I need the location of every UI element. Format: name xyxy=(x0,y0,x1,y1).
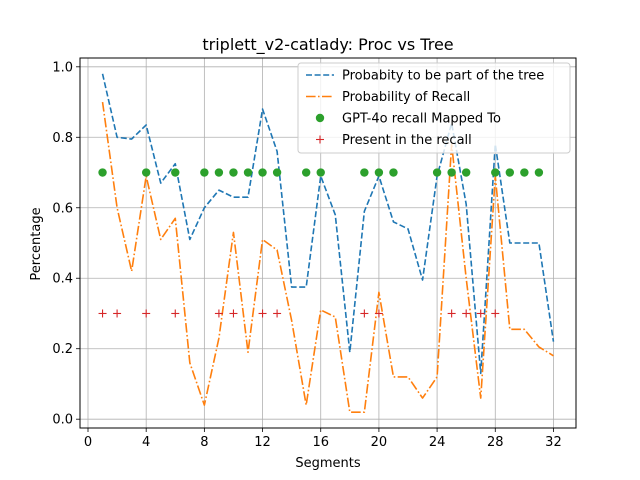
axis-ticks: 0 4 8 12 16 20 24 28 32 0.0 0.2 0.4 0.6 0.8 1.0 xyxy=(52,60,561,450)
series-2-point xyxy=(301,168,311,177)
series-2-point xyxy=(272,168,282,177)
x-tick-label: 24 xyxy=(429,435,446,450)
plot-frame xyxy=(79,57,577,429)
series-2-point xyxy=(520,168,529,177)
series-2-point xyxy=(461,168,471,177)
series-3-point xyxy=(113,309,122,318)
series-2-point xyxy=(214,168,224,177)
series-1-line xyxy=(101,101,554,413)
legend-box xyxy=(297,62,571,154)
series-3-point xyxy=(258,309,267,318)
chart-title: triplett_v2-catlady: Proc vs Tree xyxy=(202,35,453,55)
series-2-point xyxy=(171,168,180,177)
legend-label-2: GPT-4o recall Mapped To xyxy=(342,112,501,127)
series-2-point xyxy=(316,168,325,177)
y-tick-label: 0.4 xyxy=(52,272,73,287)
series-2-point xyxy=(98,168,107,177)
series-2-point xyxy=(491,168,500,177)
legend-handle-3 xyxy=(316,135,324,144)
legend: Probabity to be part of the tree Probabil… xyxy=(297,62,571,154)
series-2-point xyxy=(389,168,398,177)
series-3-point xyxy=(462,309,471,318)
legend-label-3: Present in the recall xyxy=(342,133,472,148)
series-3-point xyxy=(273,309,282,318)
series-3-point xyxy=(491,309,500,318)
x-tick-label: 20 xyxy=(371,435,388,450)
series-2-point xyxy=(229,168,238,177)
series-2-point xyxy=(432,168,442,177)
series-3-point xyxy=(214,309,223,318)
x-tick-label: 8 xyxy=(200,435,208,450)
series-2-point xyxy=(374,168,384,177)
series-3-point xyxy=(360,309,369,318)
y-tick-label: 1.0 xyxy=(52,60,73,75)
legend-label-0: Probabity to be part of the tree xyxy=(342,69,544,84)
series-3-point xyxy=(447,309,456,318)
y-tick-label: 0.6 xyxy=(52,201,73,216)
x-tick-label: 4 xyxy=(142,435,150,450)
series-2-point xyxy=(447,168,456,177)
y-tick-label: 0.8 xyxy=(52,131,73,146)
x-tick-label: 16 xyxy=(312,435,329,450)
series-3-point xyxy=(98,309,107,318)
x-tick-label: 28 xyxy=(487,435,504,450)
series-3-point xyxy=(374,309,383,318)
series-2-point xyxy=(505,168,515,177)
x-tick-label: 12 xyxy=(254,435,271,450)
series-3-point xyxy=(476,309,485,318)
series-2-point xyxy=(141,168,151,177)
y-tick-label: 0.2 xyxy=(52,342,73,357)
series-2-point xyxy=(243,168,253,177)
x-axis-label: Segments xyxy=(295,456,361,471)
series-2-point xyxy=(258,168,267,177)
series-3-point xyxy=(229,309,238,318)
series-0-line xyxy=(101,73,555,375)
x-tick-label: 32 xyxy=(545,435,562,450)
x-tick-label: 0 xyxy=(84,435,92,450)
series-2-point xyxy=(534,168,544,177)
series-2-point xyxy=(360,168,369,177)
series-2-point xyxy=(200,168,209,177)
y-tick-label: 0.0 xyxy=(52,413,73,428)
legend-handle-2 xyxy=(315,113,325,123)
series-3-point xyxy=(171,309,180,318)
series-3-point xyxy=(142,309,151,318)
y-axis-label: Percentage xyxy=(29,207,44,280)
plot-series xyxy=(98,73,555,413)
legend-label-1: Probability of Recall xyxy=(342,90,470,105)
